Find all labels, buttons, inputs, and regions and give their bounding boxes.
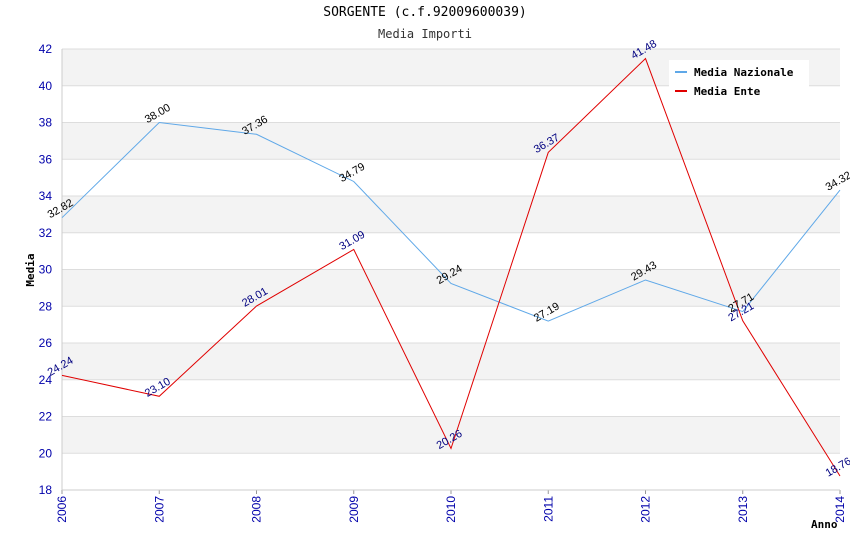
x-tick-label: 2011 (541, 496, 555, 522)
y-tick-labels: 18 20 22 24 26 28 30 32 34 36 38 40 42 (39, 42, 53, 497)
y-tick-label: 32 (39, 226, 53, 240)
y-tick-label: 40 (39, 79, 53, 93)
y-tick-label: 34 (39, 189, 53, 203)
y-tick-label: 36 (39, 152, 53, 166)
grid-band (62, 196, 840, 233)
y-tick-label: 30 (39, 263, 53, 277)
y-tick-label: 42 (39, 42, 53, 56)
x-tick-label: 2012 (639, 496, 653, 523)
y-tick-label: 18 (39, 483, 53, 497)
chart-title: SORGENTE (c.f.92009600039) (323, 5, 527, 20)
x-tick-label: 2006 (55, 496, 69, 523)
y-tick-label: 20 (39, 446, 53, 460)
y-axis-title: Media (24, 253, 37, 286)
x-tick-label: 2009 (347, 496, 361, 523)
grid-band (62, 343, 840, 380)
chart-subtitle: Media Importi (378, 27, 472, 41)
y-tick-label: 28 (39, 299, 53, 313)
y-tick-label: 26 (39, 336, 53, 350)
grid-band (62, 379, 840, 417)
legend-label-media-ente: Media Ente (694, 85, 761, 98)
y-tick-label: 22 (39, 410, 53, 424)
y-tick-label: 24 (39, 373, 53, 387)
grid-band (62, 269, 840, 307)
grid-band (62, 306, 840, 343)
x-tick-label: 2008 (250, 496, 264, 523)
x-tick-label: 2007 (152, 496, 166, 523)
series-line-media-nazionale (61, 121, 841, 322)
x-axis-title: Anno (811, 518, 838, 531)
grid-band (62, 122, 840, 160)
grid-band (62, 159, 840, 196)
legend: Media Nazionale Media Ente (669, 60, 809, 102)
series-group (61, 57, 841, 477)
legend-label-media-nazionale: Media Nazionale (694, 66, 794, 79)
gridlines (61, 48, 841, 494)
grid-band (62, 232, 840, 270)
legend-box (669, 60, 809, 102)
x-tick-label: 2013 (736, 496, 750, 523)
y-tick-label: 38 (39, 116, 53, 130)
x-tick-labels: 2006 2007 2008 2009 2010 2011 2012 2013 2014 (55, 496, 847, 523)
x-tick-label: 2014 (833, 496, 847, 523)
grid-band (62, 453, 840, 490)
series-line-media-ente (61, 57, 841, 477)
x-tick-label: 2010 (444, 496, 458, 523)
